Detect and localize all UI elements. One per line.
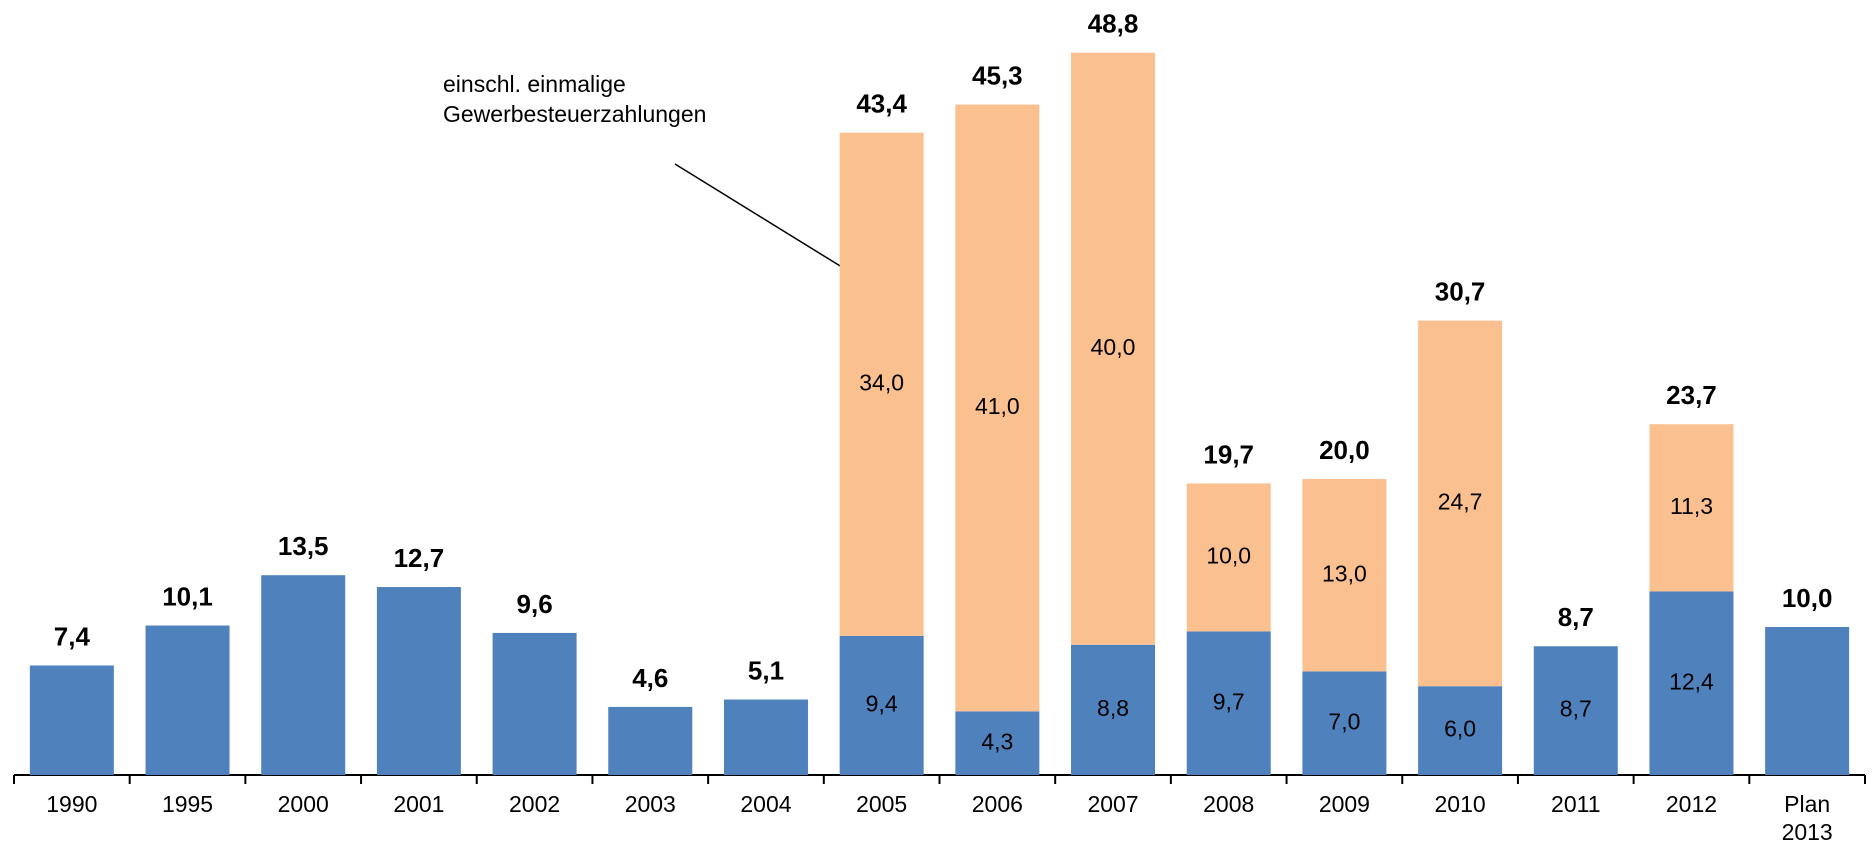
total-label: 10,0	[1782, 583, 1833, 613]
total-label: 9,6	[517, 589, 553, 619]
bar-segment	[723, 699, 808, 775]
bar-segment	[1302, 479, 1387, 672]
x-tick-label: 2008	[1203, 791, 1255, 817]
total-label: 8,7	[1558, 602, 1594, 632]
x-tick-label: Plan 2013	[1781, 791, 1833, 845]
total-label: 13,5	[278, 531, 329, 561]
bar-segment	[1186, 483, 1271, 632]
segment-label: 6,0	[1444, 716, 1476, 742]
segment-label: 10,0	[1206, 543, 1251, 569]
x-tick-label: 1990	[46, 791, 98, 817]
bar-segment	[1533, 646, 1618, 775]
segment-label: 8,7	[1560, 696, 1592, 722]
bar-segment	[608, 706, 693, 775]
segment-label: 4,3	[981, 728, 1013, 754]
bar-segment	[29, 665, 114, 775]
x-tick-label: 2007	[1087, 791, 1139, 817]
bar-segment	[839, 132, 924, 636]
bar-segment	[955, 711, 1040, 775]
total-label: 4,6	[632, 663, 668, 693]
x-tick-label: 2011	[1551, 791, 1601, 817]
total-label: 19,7	[1203, 439, 1254, 469]
x-tick-label: 2009	[1318, 791, 1370, 817]
bar-segment	[376, 587, 461, 775]
x-tick-label: 2003	[624, 791, 676, 817]
segment-label: 12,4	[1669, 668, 1714, 694]
x-tick-label: 2006	[971, 791, 1023, 817]
bar-segment	[261, 575, 346, 775]
bar-segment	[1071, 52, 1156, 645]
annotation: einschl. einmalige	[443, 71, 626, 97]
bar-segment	[839, 635, 924, 775]
x-tick-label: 1995	[161, 791, 214, 817]
total-label: 23,7	[1666, 380, 1717, 410]
segment-label: 34,0	[859, 369, 904, 395]
x-tick-label: 2004	[740, 791, 792, 817]
bar-segment	[1765, 627, 1850, 775]
segment-label: 41,0	[975, 393, 1020, 419]
bar-segment	[1418, 686, 1503, 775]
bar-segment	[1649, 424, 1734, 592]
segment-label: 9,4	[866, 691, 898, 717]
bar-segment	[1418, 320, 1503, 687]
bar-segment	[1649, 591, 1734, 775]
segment-label: 40,0	[1091, 334, 1136, 360]
bar-segment	[1186, 631, 1271, 775]
x-tick-label: 2001	[393, 791, 445, 817]
x-tick-label: 2010	[1434, 791, 1486, 817]
total-label: 7,4	[54, 621, 91, 651]
x-tick-label: 2002	[509, 791, 561, 817]
segment-label: 13,0	[1322, 560, 1367, 586]
bar-segment	[1071, 644, 1156, 775]
total-label: 30,7	[1435, 277, 1486, 307]
x-tick-label: 2005	[856, 791, 908, 817]
total-label: 12,7	[394, 543, 445, 573]
total-label: 45,3	[972, 60, 1023, 90]
segment-label: 24,7	[1438, 488, 1483, 514]
total-label: 43,4	[856, 89, 907, 119]
segment-label: 7,0	[1328, 708, 1360, 734]
total-label: 10,1	[162, 581, 213, 611]
bar-segment	[145, 625, 230, 775]
bar-segment	[1302, 671, 1387, 775]
bar-segment	[492, 632, 577, 775]
bar-segment	[955, 104, 1040, 712]
total-label: 5,1	[748, 655, 784, 685]
annotation: Gewerbesteuerzahlungen	[443, 101, 706, 127]
x-tick-label: 2012	[1665, 791, 1718, 817]
segment-label: 9,7	[1213, 688, 1245, 714]
total-label: 48,8	[1088, 9, 1139, 39]
segment-label: 11,3	[1670, 493, 1713, 519]
total-label: 20,0	[1319, 435, 1370, 465]
segment-label: 8,8	[1097, 695, 1129, 721]
x-tick-label: 2000	[277, 791, 329, 817]
